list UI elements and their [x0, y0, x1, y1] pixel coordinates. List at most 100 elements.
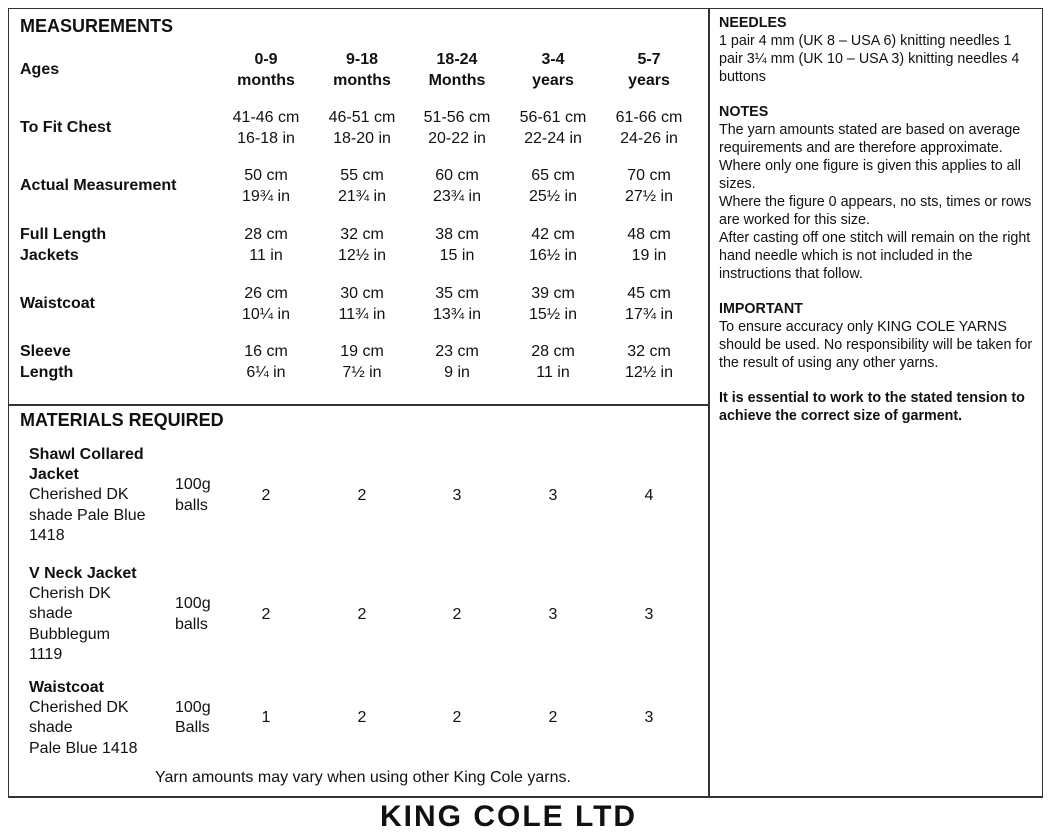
measurement-value: 60 cm — [435, 167, 479, 184]
section-divider — [8, 404, 708, 406]
measurement-value: 20-22 in — [428, 129, 486, 147]
measurement-value: 12½ in — [624, 363, 674, 381]
yarn-quantity: 3 — [548, 605, 558, 623]
yarn-description: Cherished DK — [29, 486, 129, 504]
yarn-quantity: 4 — [644, 486, 654, 504]
yarn-quantity: 2 — [357, 709, 367, 727]
tension-note: It is essential to work to the stated te… — [719, 390, 1025, 424]
measurement-value: 38 cm — [435, 226, 479, 243]
yarn-description: 1119 — [29, 645, 63, 663]
measurement-value: 21¾ in — [337, 187, 387, 205]
measurement-value: 27½ in — [624, 187, 674, 205]
yarn-quantity: 2 — [261, 486, 271, 504]
row-label: To Fit Chest — [20, 119, 112, 136]
age-header: 9-18 — [345, 51, 379, 68]
yarn-quantity: 2 — [452, 709, 462, 727]
row-label: Sleeve — [20, 343, 71, 360]
yarn-unit: 100g — [175, 595, 211, 612]
measurement-value: 48 cm — [627, 226, 671, 243]
page-frame — [8, 8, 1043, 798]
age-header: 5-7 — [637, 51, 661, 68]
age-header: months — [333, 71, 391, 89]
yarn-description: shade — [29, 719, 73, 737]
sidebar-notes: NEEDLES 1 pair 4 mm (UK 8 – USA 6) knitti… — [719, 14, 1037, 442]
measurement-value: 19 in — [631, 246, 667, 264]
important-text: To ensure accuracy only KING COLE YARNS … — [719, 319, 1033, 371]
measurement-value: 28 cm — [244, 226, 288, 243]
measurement-value: 32 cm — [340, 226, 384, 243]
age-header: months — [237, 71, 295, 89]
yarn-quantity: 3 — [644, 709, 654, 727]
measurement-value: 25½ in — [528, 187, 578, 205]
yarn-quantity: 1 — [261, 709, 271, 727]
row-label: Length — [20, 363, 74, 381]
yarn-description: Pale Blue 1418 — [29, 739, 138, 757]
note-text: Where only one figure is given this appl… — [719, 158, 1021, 192]
measurement-value: 15½ in — [528, 305, 578, 323]
yarn-name: Shawl Collared — [29, 446, 144, 463]
age-header: Months — [428, 71, 486, 89]
measurement-value: 19 cm — [340, 343, 384, 360]
yarn-note: Yarn amounts may vary when using other K… — [155, 769, 571, 786]
age-header: 0-9 — [254, 51, 278, 68]
yarn-quantity: 2 — [548, 709, 558, 727]
measurement-value: 11 in — [536, 363, 570, 381]
measurement-value: 28 cm — [531, 343, 575, 360]
measurement-value: 35 cm — [435, 285, 479, 302]
measurement-value: 41-46 cm — [232, 109, 300, 126]
measurement-value: 23¾ in — [432, 187, 482, 205]
measurement-value: 16-18 in — [237, 129, 295, 147]
yarn-quantity: 2 — [357, 605, 367, 623]
measurement-value: 70 cm — [627, 167, 671, 184]
yarn-quantity: 3 — [452, 486, 462, 504]
yarn-quantity: 2 — [261, 605, 271, 623]
measurement-value: 7½ in — [342, 363, 382, 381]
yarn-description: shade Pale Blue — [29, 506, 146, 524]
footer-logo: KING COLE LTD — [380, 800, 638, 833]
row-label: Actual Measurement — [20, 177, 177, 194]
measurement-value: 55 cm — [340, 167, 384, 184]
measurement-value: 50 cm — [244, 167, 288, 184]
yarn-unit: balls — [175, 496, 208, 514]
ages-label: Ages — [20, 61, 60, 78]
measurement-value: 17¾ in — [624, 305, 674, 323]
note-text: Where the figure 0 appears, no sts, time… — [719, 194, 1032, 228]
yarn-unit: 100g — [175, 698, 211, 716]
yarn-quantity: 2 — [357, 486, 367, 504]
yarn-quantity: 2 — [452, 605, 462, 623]
row-label: Jackets — [20, 246, 79, 264]
yarn-name: Jacket — [29, 466, 79, 484]
yarn-unit: balls — [175, 615, 208, 633]
measurement-value: 10¼ in — [241, 305, 291, 323]
measurement-value: 16 cm — [244, 343, 288, 360]
yarn-description: 1418 — [29, 526, 65, 544]
measurement-value: 24-26 in — [620, 129, 678, 147]
measurement-value: 9 in — [444, 363, 470, 381]
notes-heading: NOTES — [719, 104, 769, 120]
measurement-value: 46-51 cm — [328, 109, 396, 126]
measurement-value: 42 cm — [531, 226, 575, 243]
needles-text: 1 pair 4 mm (UK 8 – USA 6) knitting need… — [719, 33, 1020, 85]
measurement-value: 15 in — [439, 246, 475, 264]
yarn-unit: Balls — [175, 719, 210, 737]
yarn-name: V Neck Jacket — [29, 565, 137, 582]
measurement-value: 30 cm — [340, 285, 384, 302]
note-text: After casting off one stitch will remain… — [719, 230, 1031, 282]
measurement-value: 13¾ in — [432, 305, 482, 323]
column-divider — [708, 8, 710, 798]
note-text: The yarn amounts stated are based on ave… — [719, 122, 1021, 156]
measurement-value: 18-20 in — [333, 129, 391, 147]
measurement-value: 39 cm — [531, 285, 575, 302]
materials-title: MATERIALS REQUIRED — [20, 410, 224, 430]
measurement-value: 32 cm — [627, 343, 671, 360]
age-header: 3-4 — [541, 51, 565, 68]
measurement-value: 61-66 cm — [615, 109, 683, 126]
measurement-value: 23 cm — [435, 343, 479, 360]
needles-heading: NEEDLES — [719, 15, 787, 31]
important-heading: IMPORTANT — [719, 301, 803, 317]
yarn-name: Waistcoat — [29, 679, 104, 696]
measurement-value: 11¾ in — [338, 305, 386, 323]
age-header: years — [532, 71, 574, 89]
measurement-value: 16½ in — [528, 246, 578, 264]
yarn-description: Cherished DK — [29, 699, 129, 717]
